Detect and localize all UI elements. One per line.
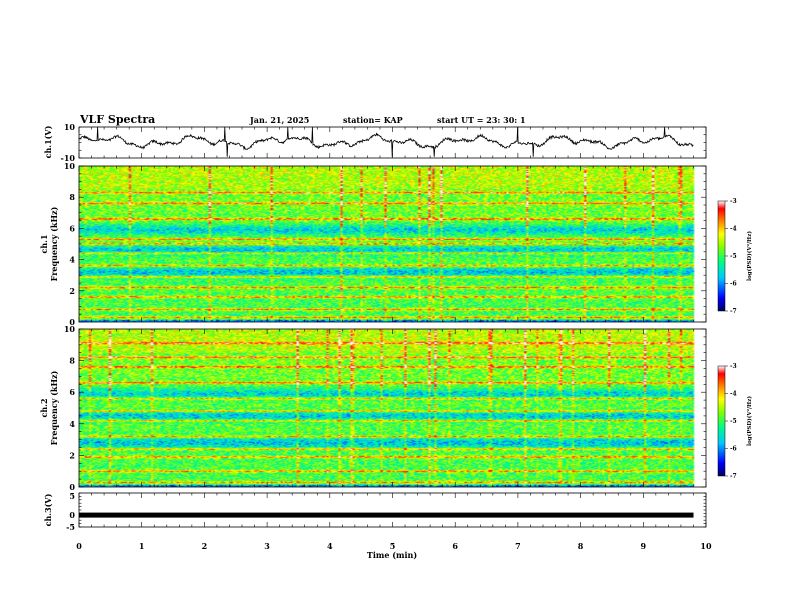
colorbar-ch1-tick-label: -6	[730, 281, 737, 288]
x-tick-label: 9	[641, 541, 647, 551]
ch1-spectrogram-image	[79, 166, 706, 322]
x-tick-label: 2	[202, 541, 208, 551]
colorbar-ch1-tick-label: -5	[730, 253, 737, 260]
colorbar-ch1-tick-label: -3	[730, 198, 737, 205]
start-ut-label: start UT = 23: 30: 1	[437, 115, 526, 125]
colorbar-ch2-tick-label: -4	[730, 391, 737, 398]
x-tick-label: 6	[452, 541, 458, 551]
x-axis-label: Time (min)	[367, 550, 417, 560]
ch2-spec-ytick-label: 0	[69, 482, 75, 492]
ch1-spec-ytick-label: 8	[69, 192, 75, 202]
ch2-spectrogram-image	[79, 329, 706, 487]
colorbar-ch1-tick-label: -7	[730, 308, 737, 315]
x-tick-label: 1	[139, 541, 145, 551]
x-tick-label: 4	[327, 541, 333, 551]
ch2-spec-ytick-label: 8	[69, 356, 75, 366]
ch3-ytick-bottom: -5	[66, 522, 75, 532]
colorbar-ch1: -3 -4 -5 -6 -7 log(PSD)(V²/Hz)	[717, 198, 753, 315]
colorbar-ch1-tick-label: -4	[730, 226, 737, 233]
colorbar-ch2-label: log(PSD)(V²/Hz)	[746, 396, 753, 446]
ch2-spec-ytick-label: 6	[69, 387, 75, 397]
ch1-spec-ytick-label: 4	[69, 255, 75, 265]
x-tick-label: 10	[700, 541, 712, 551]
panel-ch2-spectrogram: 0 2 4 6 8 10 ch.2 Frequency (kHz)	[39, 324, 707, 492]
station-label: station= KAP	[343, 115, 403, 125]
x-tick-label: 5	[390, 541, 396, 551]
colorbar-ch2-tick-label: -7	[730, 473, 737, 480]
ch1-spec-ytick-label: 2	[69, 286, 75, 296]
x-tick-label: 0	[76, 541, 82, 551]
figure-title: VLF Spectra	[79, 113, 155, 126]
ch1-spec-ylabel-top: ch.1	[39, 234, 49, 253]
ch1-ylabel: ch.1(V)	[43, 125, 53, 158]
panel-ch1-waveform: 10 -10 ch.1(V)	[43, 122, 707, 163]
ch2-spec-ytick-label: 10	[64, 324, 76, 334]
ch3-waveform-band	[79, 512, 694, 518]
panel-ch3-waveform: 5 -5 ch.3(V) 0	[43, 491, 707, 532]
x-tick-label: 3	[264, 541, 270, 551]
ch1-spec-ylabel: Frequency (kHz)	[49, 206, 59, 281]
ch2-spec-ytick-label: 2	[69, 450, 75, 460]
ch1-ytick-top: 10	[64, 122, 76, 132]
date-label: Jan. 21, 2025	[249, 115, 309, 125]
ch1-spec-ytick-label: 0	[69, 317, 75, 327]
ch1-ytick-bottom: -10	[61, 153, 76, 163]
ch1-spec-ytick-label: 6	[69, 223, 75, 233]
x-tick-label: 7	[515, 541, 521, 551]
colorbar-ch2-tick-label: -5	[730, 418, 737, 425]
ch1-spec-ytick-label: 10	[64, 161, 76, 171]
ch3-ylabel: ch.3(V)	[43, 493, 53, 526]
colorbar-ch2-tick-label: -3	[730, 363, 737, 370]
ch3-ytick-zero: 0	[69, 510, 75, 520]
ch2-spec-ylabel-top: ch.2	[39, 398, 49, 417]
colorbar-ch2-tick-label: -6	[730, 446, 737, 453]
x-tick-label: 8	[578, 541, 584, 551]
colorbar-ch1-label: log(PSD)(V²/Hz)	[746, 231, 753, 281]
panel-ch1-spectrogram: 0 2 4 6 8 10 ch.1 Frequency (kHz)	[39, 161, 707, 327]
ch1-waveform-line	[78, 126, 694, 157]
ch2-spec-ytick-label: 4	[69, 419, 75, 429]
colorbar-ch2: -3 -4 -5 -6 -7 log(PSD)(V²/Hz)	[717, 363, 753, 480]
ch2-spec-ylabel: Frequency (kHz)	[49, 370, 59, 445]
ch3-ytick-top: 5	[69, 491, 75, 501]
